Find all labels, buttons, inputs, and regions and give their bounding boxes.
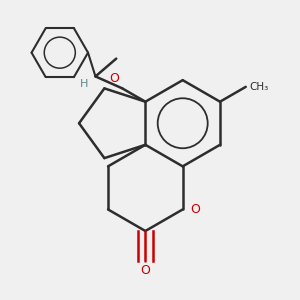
Text: O: O <box>110 72 119 86</box>
Text: CH₃: CH₃ <box>249 82 268 92</box>
Text: O: O <box>190 203 200 216</box>
Text: O: O <box>140 264 150 277</box>
Text: H: H <box>80 80 88 89</box>
